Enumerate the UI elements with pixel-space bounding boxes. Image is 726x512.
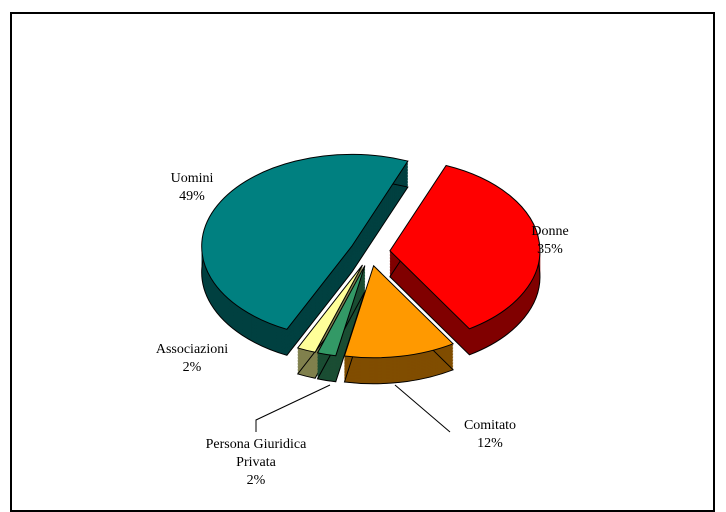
value-label: 2% [182,360,202,375]
slice [343,264,455,359]
value-label: 35% [537,242,563,257]
slice-side-edge [316,291,366,383]
category-label: Donne [531,224,569,239]
category-label: Comitato [463,418,517,433]
value-label: 2% [246,473,266,488]
leader-line [255,384,331,432]
slice-label: Comitato 12% [464,417,516,453]
slice-label: Associazioni 2% [156,341,228,377]
slice-label: Donne 35% [531,223,568,259]
slice [316,265,366,357]
leader-line [394,384,451,433]
category-label: Uomini [170,171,214,186]
slice [201,153,409,330]
category-label: Associazioni [155,342,229,357]
value-label: 49% [179,189,205,204]
slice-label: Persona Giuridica Privata 2% [186,436,326,490]
slice-label: Uomini 49% [171,170,214,206]
value-label: 12% [477,436,503,451]
slice [389,164,541,330]
slice-side-edge [296,290,363,379]
slice-side-edge [343,290,455,385]
slice [296,264,363,353]
category-label: Persona Giuridica Privata [205,437,307,470]
